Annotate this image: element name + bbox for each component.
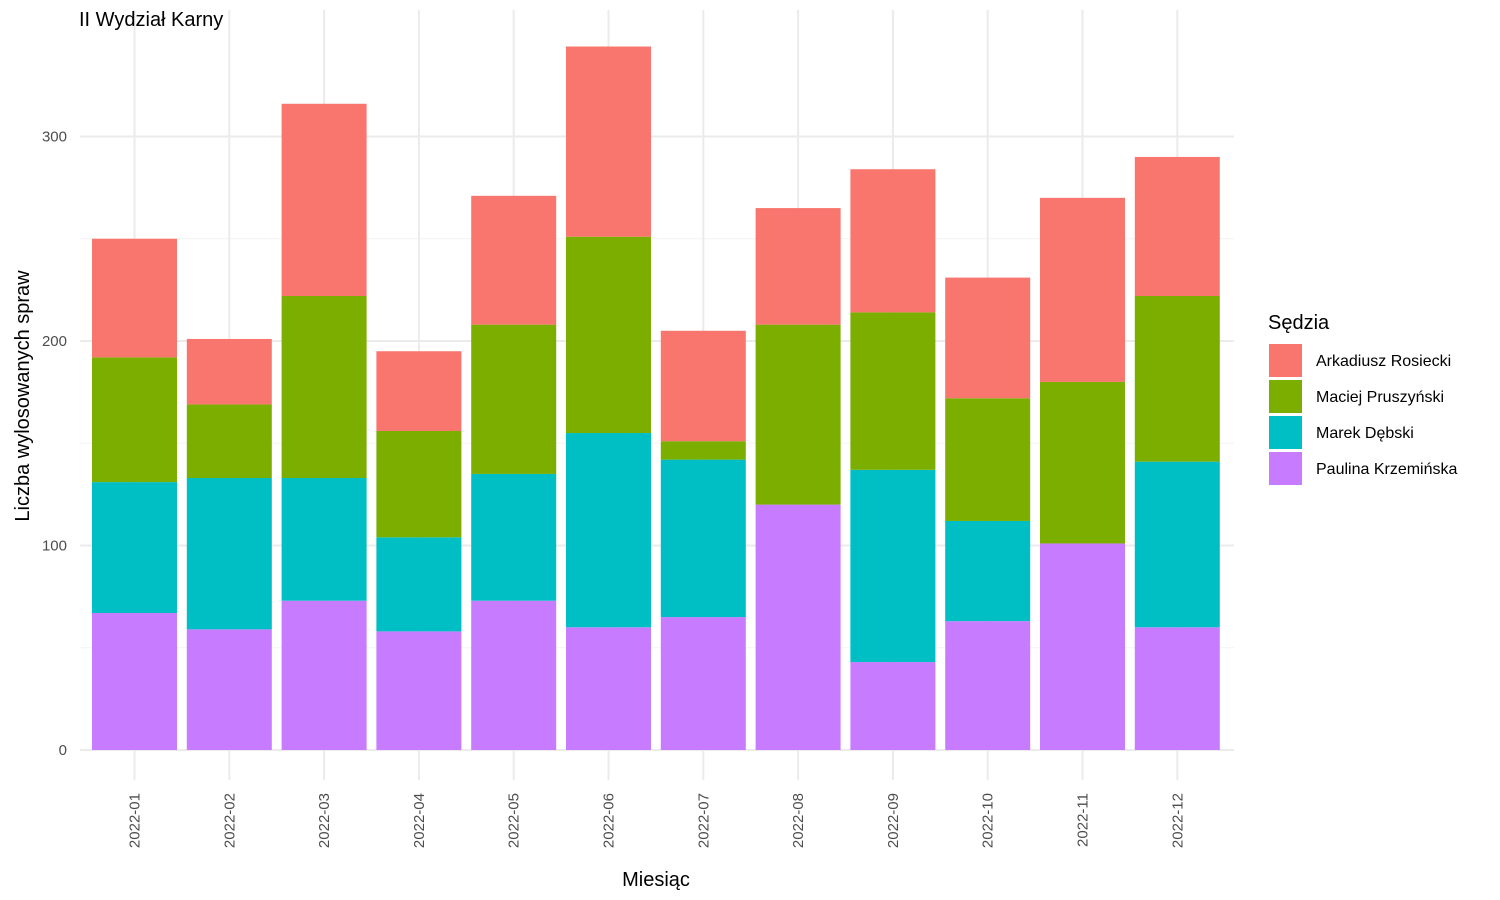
bar-2022-08-arkadiusz-rosiecki: [755, 208, 841, 325]
bar-2022-01-paulina-krzemińska: [92, 612, 177, 750]
bar-2022-12-marek-dębski: [1134, 461, 1220, 628]
legend-label: Maciej Pruszyński: [1316, 389, 1444, 406]
y-tick-label: 0: [59, 742, 67, 759]
x-tick-label: 2022-06: [601, 793, 618, 848]
y-tick-label: 300: [42, 129, 67, 146]
legend-label: Marek Dębski: [1316, 425, 1414, 442]
bar-2022-12-arkadiusz-rosiecki: [1134, 156, 1220, 297]
bar-2022-03-paulina-krzemińska: [281, 600, 367, 750]
x-tick-label: 2022-10: [980, 793, 997, 848]
x-tick-label: 2022-01: [127, 793, 144, 848]
chart-title: II Wydział Karny: [79, 9, 223, 31]
bar-2022-07-arkadiusz-rosiecki: [660, 330, 746, 442]
bar-2022-04-paulina-krzemińska: [376, 631, 462, 750]
bar-2022-06-paulina-krzemińska: [566, 627, 651, 750]
legend-swatch: [1269, 380, 1302, 413]
x-tick-label: 2022-11: [1075, 793, 1092, 847]
bar-2022-01-maciej-pruszyński: [92, 357, 177, 483]
bar-2022-01-arkadiusz-rosiecki: [92, 238, 177, 358]
x-tick-label: 2022-12: [1169, 793, 1186, 848]
bar-2022-09-paulina-krzemińska: [850, 662, 936, 750]
bar-2022-11-maciej-pruszyński: [1040, 381, 1125, 544]
bar-2022-01-marek-dębski: [92, 482, 177, 613]
bar-2022-04-maciej-pruszyński: [376, 430, 462, 538]
bar-2022-06-arkadiusz-rosiecki: [566, 46, 651, 237]
x-axis-title: Miesiąc: [622, 869, 690, 891]
bar-2022-09-arkadiusz-rosiecki: [850, 169, 936, 313]
x-tick-label: 2022-03: [316, 793, 333, 848]
bar-2022-05-maciej-pruszyński: [471, 324, 557, 474]
legend: Sędzia Arkadiusz Rosiecki Maciej Pruszyńsk…: [1268, 312, 1458, 485]
bar-2022-12-maciej-pruszyński: [1134, 296, 1220, 462]
bar-2022-10-marek-dębski: [945, 520, 1031, 622]
bar-2022-09-maciej-pruszyński: [850, 312, 936, 470]
bar-2022-05-marek-dębski: [471, 473, 557, 601]
bar-2022-02-arkadiusz-rosiecki: [186, 338, 272, 405]
bar-2022-05-paulina-krzemińska: [471, 600, 557, 750]
legend-swatch: [1269, 452, 1302, 485]
y-tick-label: 200: [42, 333, 67, 350]
bar-2022-05-arkadiusz-rosiecki: [471, 195, 557, 325]
bar-2022-04-arkadiusz-rosiecki: [376, 351, 462, 431]
bar-2022-12-paulina-krzemińska: [1134, 627, 1220, 750]
bar-2022-10-paulina-krzemińska: [945, 621, 1031, 750]
y-tick-label: 100: [42, 538, 67, 555]
legend-title: Sędzia: [1268, 312, 1330, 334]
legend-swatch: [1269, 416, 1302, 449]
bar-2022-06-marek-dębski: [566, 433, 651, 628]
legend-label: Paulina Krzemińska: [1316, 461, 1458, 478]
bar-2022-10-maciej-pruszyński: [945, 398, 1031, 521]
bar-2022-11-paulina-krzemińska: [1040, 543, 1125, 750]
bar-2022-07-marek-dębski: [660, 459, 746, 618]
legend-label: Arkadiusz Rosiecki: [1316, 353, 1451, 370]
x-tick-label: 2022-08: [790, 793, 807, 848]
bars: [92, 46, 1220, 750]
bar-2022-02-marek-dębski: [186, 478, 272, 630]
bar-2022-03-arkadiusz-rosiecki: [281, 103, 367, 297]
bar-2022-07-paulina-krzemińska: [660, 617, 746, 750]
x-tick-label: 2022-07: [695, 793, 712, 848]
bar-2022-07-maciej-pruszyński: [660, 441, 746, 460]
bar-2022-03-maciej-pruszyński: [281, 296, 367, 479]
y-axis-title: Liczba wylosowanych spraw: [12, 270, 34, 522]
legend-swatch: [1269, 344, 1302, 377]
bar-2022-08-maciej-pruszyński: [755, 324, 841, 505]
bar-2022-09-marek-dębski: [850, 469, 936, 663]
bar-2022-02-paulina-krzemińska: [186, 629, 272, 750]
bar-2022-08-paulina-krzemińska: [755, 504, 841, 750]
x-tick-label: 2022-05: [506, 793, 523, 848]
bar-2022-06-maciej-pruszyński: [566, 236, 651, 434]
bar-2022-04-marek-dębski: [376, 537, 462, 632]
x-tick-label: 2022-09: [885, 793, 902, 848]
bar-2022-03-marek-dębski: [281, 478, 367, 601]
x-tick-label: 2022-04: [411, 793, 428, 848]
bar-2022-10-arkadiusz-rosiecki: [945, 277, 1031, 399]
x-tick-label: 2022-02: [221, 793, 238, 848]
bar-2022-11-arkadiusz-rosiecki: [1040, 197, 1125, 382]
bar-2022-02-maciej-pruszyński: [186, 404, 272, 479]
